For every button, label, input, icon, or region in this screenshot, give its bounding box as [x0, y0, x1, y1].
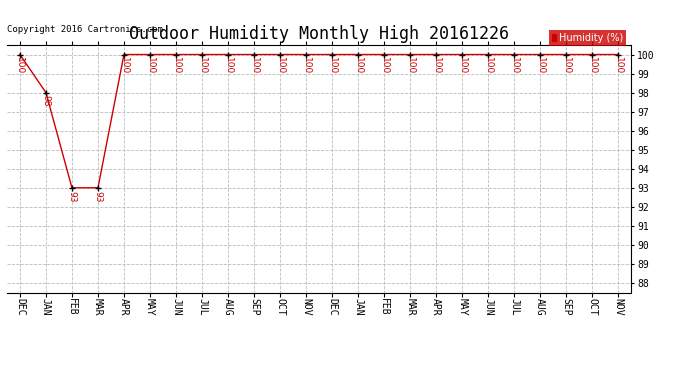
Text: 98: 98 [41, 95, 50, 107]
Text: 100: 100 [197, 57, 206, 75]
Text: 100: 100 [432, 57, 441, 75]
Text: 100: 100 [535, 57, 545, 75]
Text: 100: 100 [275, 57, 284, 75]
Text: 100: 100 [224, 57, 233, 75]
Text: 100: 100 [354, 57, 363, 75]
Text: 100: 100 [250, 57, 259, 75]
Text: 100: 100 [302, 57, 310, 75]
Title: Outdoor Humidity Monthly High 20161226: Outdoor Humidity Monthly High 20161226 [129, 26, 509, 44]
Text: 100: 100 [119, 57, 128, 75]
Text: 100: 100 [172, 57, 181, 75]
Text: 100: 100 [510, 57, 519, 75]
Text: 100: 100 [15, 57, 24, 75]
Text: 100: 100 [484, 57, 493, 75]
Text: 100: 100 [562, 57, 571, 75]
Text: 100: 100 [588, 57, 597, 75]
Text: 100: 100 [457, 57, 466, 75]
Text: 100: 100 [380, 57, 388, 75]
Legend: Humidity (%): Humidity (%) [549, 30, 627, 46]
Text: 100: 100 [328, 57, 337, 75]
Text: 100: 100 [146, 57, 155, 75]
Text: 100: 100 [406, 57, 415, 75]
Text: 93: 93 [93, 190, 103, 202]
Text: 93: 93 [68, 190, 77, 202]
Text: Copyright 2016 Cartronics.com: Copyright 2016 Cartronics.com [7, 25, 163, 34]
Text: 100: 100 [614, 57, 623, 75]
